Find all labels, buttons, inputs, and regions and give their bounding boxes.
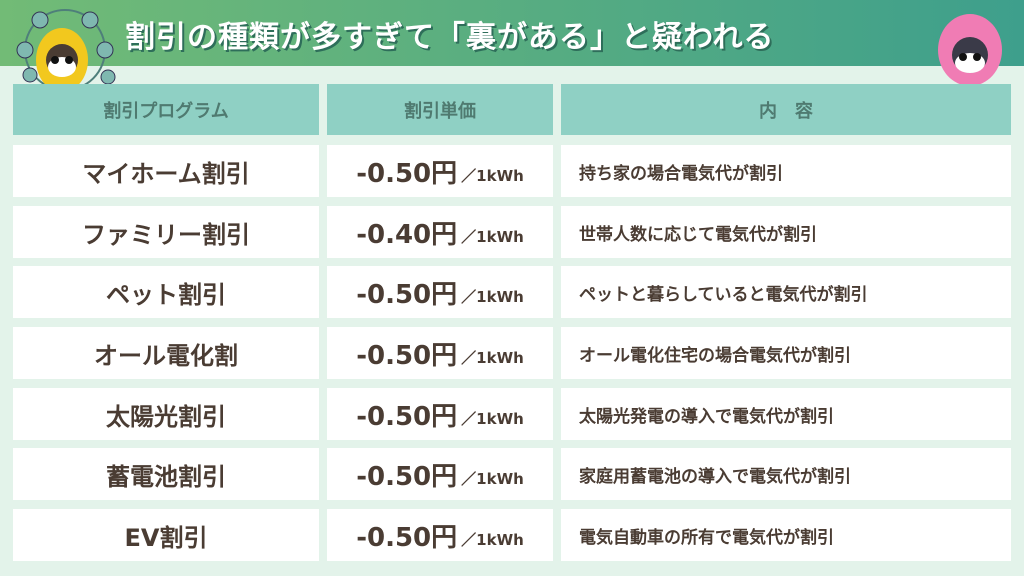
program-name: ペット割引 xyxy=(13,266,319,318)
price-cell: -0.50円 ／1kWh xyxy=(327,327,553,379)
price-value: -0.50円 xyxy=(356,401,458,432)
price-value: -0.50円 xyxy=(356,158,458,189)
price-cell: -0.40円 ／1kWh xyxy=(327,206,553,258)
header-content: 内 容 xyxy=(561,84,1011,135)
content-cell: 世帯人数に応じて電気代が割引 xyxy=(561,206,1011,258)
content-cell: 持ち家の場合電気代が割引 xyxy=(561,145,1011,197)
price-value: -0.50円 xyxy=(356,340,458,371)
program-name: EV割引 xyxy=(13,509,319,561)
price-value: -0.40円 xyxy=(356,219,458,250)
price-cell: -0.50円 ／1kWh xyxy=(327,145,553,197)
price-unit: ／1kWh xyxy=(461,166,524,185)
price-value: -0.50円 xyxy=(356,279,458,310)
program-name: ファミリー割引 xyxy=(13,206,319,258)
price-unit: ／1kWh xyxy=(461,348,524,367)
content-cell: 家庭用蓄電池の導入で電気代が割引 xyxy=(561,448,1011,500)
price-value: -0.50円 xyxy=(356,522,458,553)
price-cell: -0.50円 ／1kWh xyxy=(327,266,553,318)
program-name: マイホーム割引 xyxy=(13,145,319,197)
price-cell: -0.50円 ／1kWh xyxy=(327,448,553,500)
content-cell: ペットと暮らしていると電気代が割引 xyxy=(561,266,1011,318)
program-name: 蓄電池割引 xyxy=(13,448,319,500)
title-bar xyxy=(0,0,1024,66)
content-cell: 太陽光発電の導入で電気代が割引 xyxy=(561,388,1011,440)
program-name: 太陽光割引 xyxy=(13,388,319,440)
price-unit: ／1kWh xyxy=(461,227,524,246)
price-cell: -0.50円 ／1kWh xyxy=(327,509,553,561)
price-cell: -0.50円 ／1kWh xyxy=(327,388,553,440)
price-unit: ／1kWh xyxy=(461,409,524,428)
content-cell: 電気自動車の所有で電気代が割引 xyxy=(561,509,1011,561)
price-unit: ／1kWh xyxy=(461,287,524,306)
header-program: 割引プログラム xyxy=(13,84,319,135)
page-title: 割引の種類が多すぎて「裏がある」と疑われる xyxy=(125,20,775,55)
price-value: -0.50円 xyxy=(356,461,458,492)
price-unit: ／1kWh xyxy=(461,530,524,549)
content-cell: オール電化住宅の場合電気代が割引 xyxy=(561,327,1011,379)
price-unit: ／1kWh xyxy=(461,469,524,488)
program-name: オール電化割 xyxy=(13,327,319,379)
header-price: 割引単価 xyxy=(327,84,553,135)
